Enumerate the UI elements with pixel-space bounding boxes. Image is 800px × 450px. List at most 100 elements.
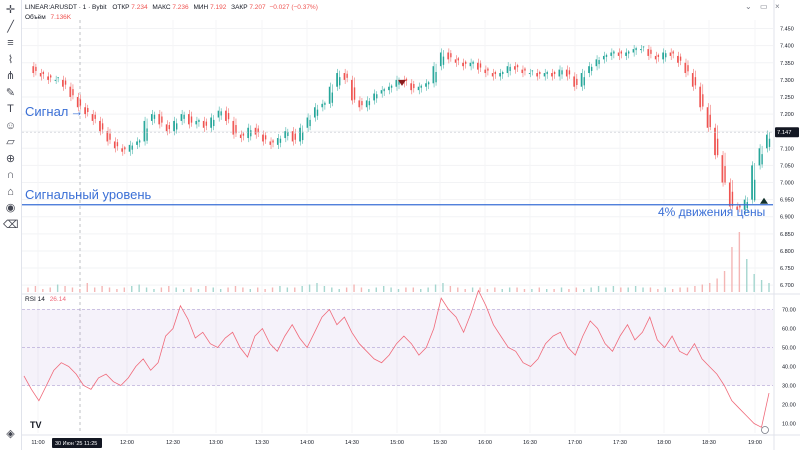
- rsi-tick-label: 70.00: [782, 308, 796, 314]
- candle-body: [442, 56, 445, 65]
- trash-icon[interactable]: ⌫: [3, 218, 19, 231]
- candle-body: [42, 72, 45, 75]
- volume-bar: [153, 289, 155, 292]
- candle-body: [521, 69, 523, 74]
- candle-body: [388, 86, 390, 91]
- time-tick-label: 18:30: [702, 440, 716, 446]
- candle-body: [576, 78, 578, 86]
- time-tick-label: 16:30: [523, 440, 537, 446]
- volume-bar: [71, 287, 74, 292]
- volume-bar: [560, 287, 563, 292]
- candle-body: [398, 80, 400, 85]
- layers-icon[interactable]: ◈: [6, 428, 15, 440]
- candle-body: [395, 79, 397, 87]
- volume-bar: [538, 287, 540, 292]
- time-tick-label: 15:00: [390, 440, 404, 446]
- candle-body: [39, 73, 42, 77]
- zoom-icon[interactable]: ⊕: [5, 152, 16, 165]
- candle-body: [640, 49, 642, 51]
- candle-body: [602, 55, 605, 60]
- candle-body: [413, 83, 415, 89]
- ruler-icon[interactable]: ▱: [6, 136, 15, 148]
- text-icon[interactable]: T: [7, 103, 14, 115]
- candle-body: [728, 182, 731, 207]
- candle-body: [168, 125, 170, 130]
- pitchfork-icon[interactable]: ⋔: [5, 70, 16, 82]
- candle-body: [679, 56, 682, 61]
- candle-body: [262, 134, 264, 142]
- eye-icon[interactable]: ◉: [5, 202, 16, 214]
- horizontal-line-icon[interactable]: ≡: [7, 37, 14, 49]
- volume-bar: [108, 287, 111, 292]
- candle-body: [590, 66, 593, 71]
- candle-body: [287, 131, 289, 136]
- candle-body: [766, 134, 768, 149]
- volume-bar: [575, 287, 578, 292]
- candle-body: [568, 70, 571, 75]
- date-badge-text: 30 Июн '25 11:25: [55, 441, 97, 447]
- crosshair-icon[interactable]: ✛: [5, 4, 16, 16]
- candle-body: [195, 120, 197, 125]
- candle-body: [657, 54, 660, 57]
- price-tick-label: 7.300: [780, 78, 794, 84]
- candle-body: [299, 127, 301, 142]
- volume-bar: [182, 289, 185, 292]
- candle-body: [380, 90, 383, 94]
- candle-body: [432, 66, 434, 84]
- maximize-icon[interactable]: ▭: [760, 2, 768, 11]
- volume-bar: [219, 289, 222, 292]
- volume-bar: [360, 287, 363, 292]
- candle-body: [153, 114, 156, 119]
- volume-bar: [190, 287, 192, 292]
- candle-body: [116, 142, 119, 147]
- arrow-right-icon: →: [70, 104, 84, 119]
- high-value: 7.236: [172, 4, 189, 11]
- fib-icon[interactable]: ⌇: [7, 53, 14, 66]
- candle-body: [213, 119, 215, 127]
- change-value: −0.027 (−0.37%): [269, 4, 318, 11]
- candle-body: [736, 206, 738, 210]
- candle-body: [632, 49, 635, 53]
- close-label: ЗАКР: [231, 4, 248, 11]
- candle-body: [714, 127, 716, 156]
- volume-bar: [249, 289, 251, 292]
- rsi-tick-label: 60.00: [782, 327, 796, 333]
- candle-body: [761, 154, 763, 165]
- candle-body: [217, 110, 220, 118]
- volume-bar: [316, 283, 318, 292]
- volume-bar: [397, 289, 400, 292]
- volume-value: 7.136K: [50, 14, 72, 21]
- rsi-label: RSI 14: [25, 296, 45, 303]
- candle-body: [368, 101, 371, 106]
- candle-body: [706, 107, 709, 128]
- candle-body: [210, 117, 212, 128]
- close-icon[interactable]: ×: [775, 2, 780, 11]
- candle-body: [699, 86, 701, 108]
- chevron-down-icon[interactable]: ⌄: [745, 2, 752, 11]
- symbol-title[interactable]: LINEAR:ARUSDT · 1 · Bybit: [25, 4, 107, 11]
- magnet-icon[interactable]: ∩: [6, 169, 15, 181]
- candle-body: [205, 121, 208, 126]
- candle-body: [313, 107, 316, 118]
- volume-bar: [64, 286, 66, 292]
- volume-bar: [49, 287, 51, 292]
- trend-line-icon[interactable]: ╱: [7, 20, 14, 33]
- candle-body: [121, 148, 123, 152]
- volume-bar: [56, 284, 59, 292]
- candle-body: [331, 92, 334, 103]
- lock-icon[interactable]: ⌂: [7, 185, 14, 198]
- emoji-icon[interactable]: ☺: [4, 119, 17, 132]
- candle-body: [751, 165, 753, 200]
- candle-body: [702, 94, 704, 107]
- candle-body: [462, 62, 464, 67]
- price-tick-label: 7.000: [780, 181, 794, 187]
- brush-icon[interactable]: ✎: [5, 86, 16, 99]
- volume-bar: [257, 287, 259, 292]
- candle-body: [516, 65, 519, 68]
- candle-body: [69, 86, 71, 97]
- candle-body: [447, 52, 449, 60]
- candle-body: [464, 61, 467, 64]
- volume-bar: [486, 289, 489, 292]
- candle-body: [654, 55, 657, 60]
